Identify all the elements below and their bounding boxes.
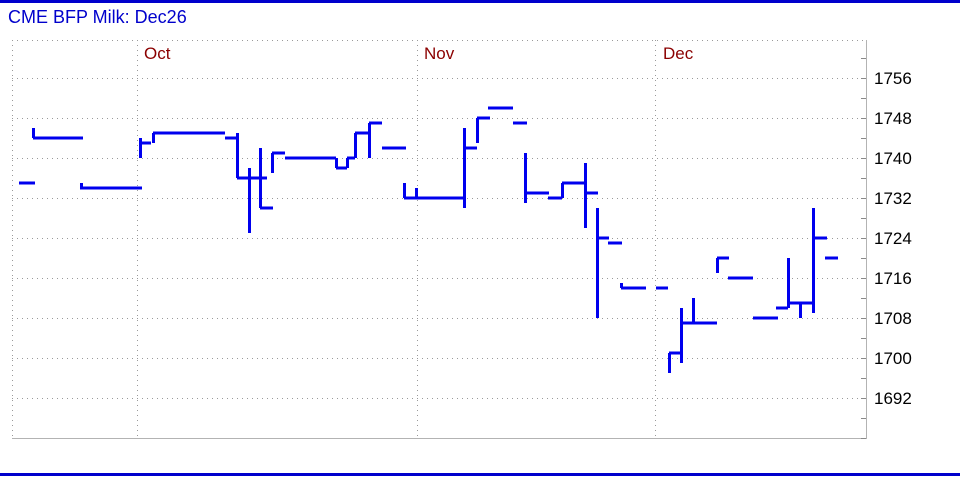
y-axis-tick-label: 1692 [874, 389, 912, 408]
y-axis-tick-label: 1732 [874, 189, 912, 208]
x-axis-month-label-dec: Dec [663, 44, 694, 63]
y-axis-tick-label: 1708 [874, 309, 912, 328]
y-axis-tick-label: 1724 [874, 229, 912, 248]
x-axis-month-label-nov: Nov [424, 44, 455, 63]
y-axis-tick-label: 1740 [874, 149, 912, 168]
x-axis-month-label-oct: Oct [144, 44, 171, 63]
top-blue-rule [0, 0, 960, 3]
y-axis-tick-label: 1748 [874, 109, 912, 128]
y-axis-tick-label: 1700 [874, 349, 912, 368]
y-axis-tick-label: 1756 [874, 69, 912, 88]
bottom-blue-rule [0, 473, 960, 476]
y-axis-tick-label: 1716 [874, 269, 912, 288]
page-title: CME BFP Milk: Dec26 [8, 7, 187, 27]
